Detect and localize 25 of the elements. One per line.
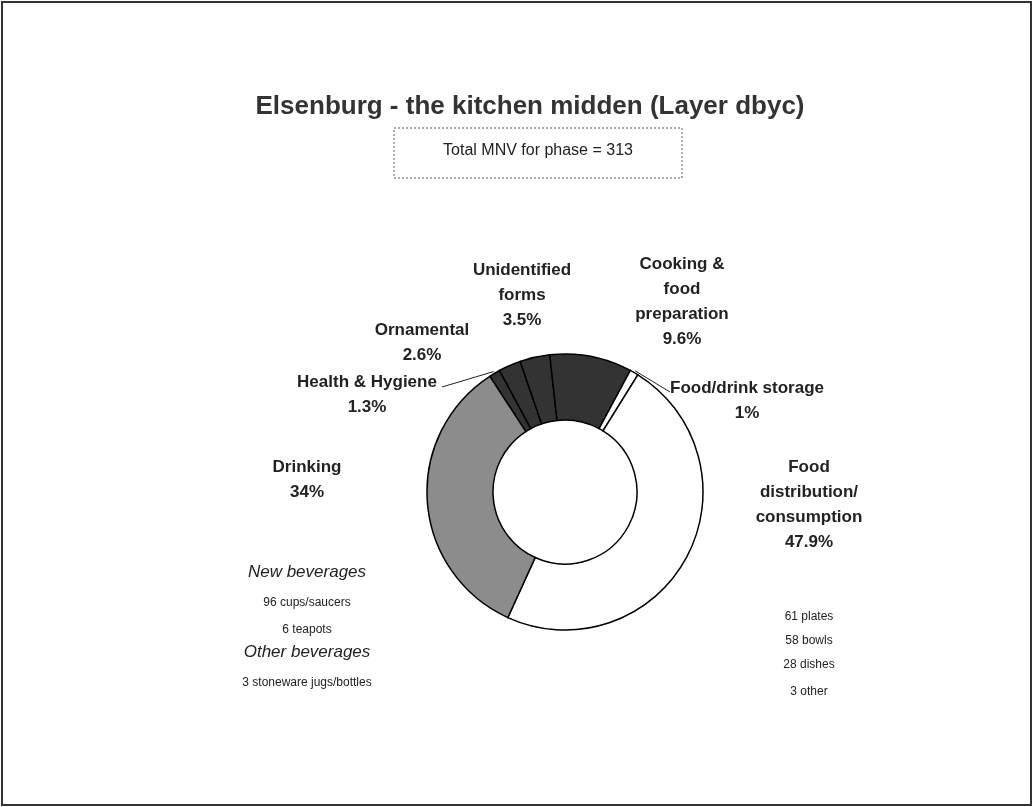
- text: 96 cups/saucers: [263, 595, 351, 609]
- slice-label: Food distribution/consumption: [755, 457, 863, 526]
- text: 3 stoneware jugs/bottles: [242, 675, 372, 689]
- text: 58 bowls: [785, 633, 833, 647]
- text: 61 plates: [784, 609, 834, 623]
- text: New beverages: [247, 562, 367, 581]
- slice-label: Health & Hygiene: [297, 372, 437, 391]
- data-label: 9.6%: [662, 329, 702, 348]
- data-label: 2.6%: [402, 345, 442, 364]
- chart-title: Elsenburg - the kitchen midden (Layer dbyc): [255, 90, 805, 120]
- data-label: 47.9%: [784, 532, 834, 551]
- slice-label: Unidentified forms: [472, 260, 572, 304]
- slice-label: Food/drink storage: [670, 378, 824, 397]
- text: 3 other: [790, 684, 828, 698]
- data-label: 1.3%: [347, 397, 387, 416]
- text: Other beverages: [243, 642, 371, 661]
- chart-subtitle: Total MNV for phase = 313: [443, 141, 634, 158]
- data-label: 34%: [289, 482, 325, 501]
- data-label: 3.5%: [502, 310, 542, 329]
- slice-label: Drinking: [272, 457, 342, 476]
- slice-label: Ornamental: [374, 320, 470, 339]
- slice-label: Cooking & food preparation: [635, 254, 729, 323]
- text: 28 dishes: [783, 657, 835, 671]
- text: 6 teapots: [282, 622, 332, 636]
- data-label: 1%: [734, 403, 760, 422]
